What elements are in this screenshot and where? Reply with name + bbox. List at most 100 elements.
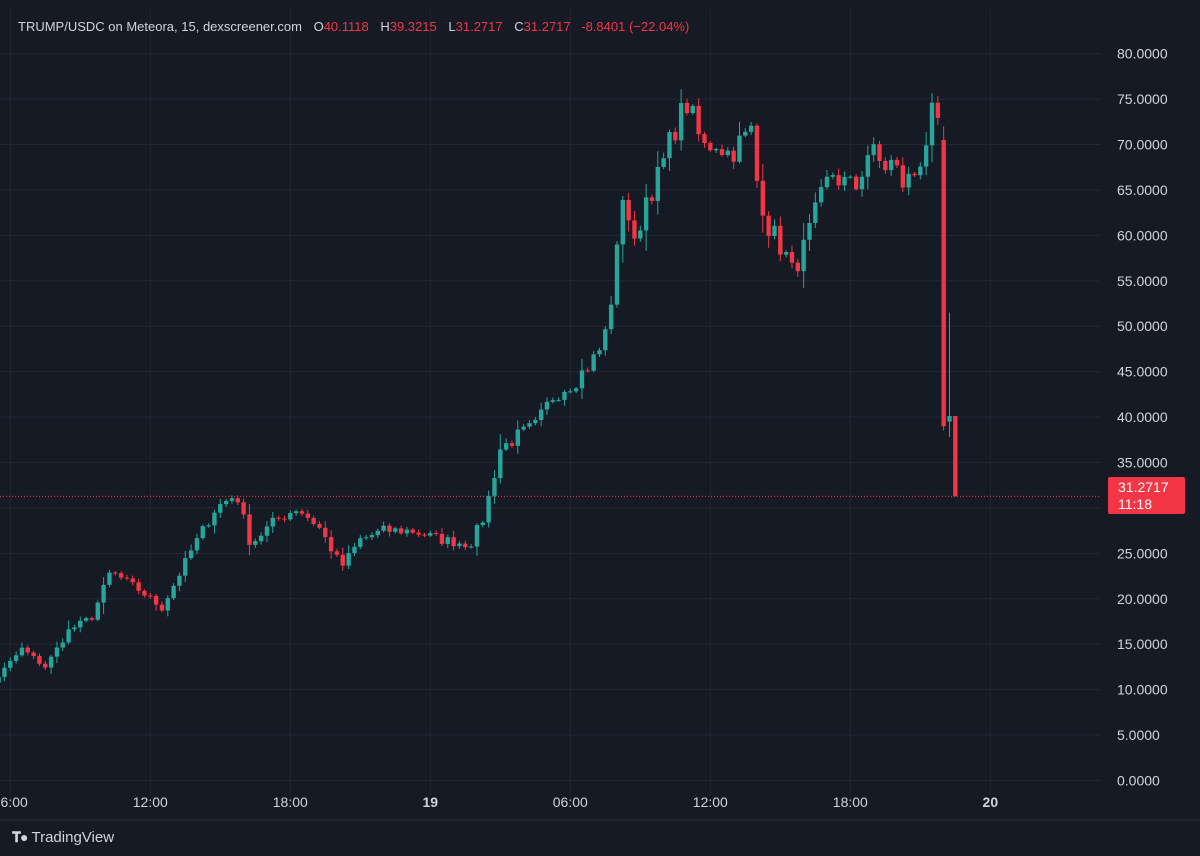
candle-body — [842, 176, 847, 186]
close-value: 31.2717 — [523, 19, 571, 34]
candle-body — [947, 416, 952, 422]
candle-body — [923, 145, 929, 167]
candle-body — [760, 180, 766, 216]
low-value: 31.2717 — [455, 19, 503, 34]
candle-body — [0, 676, 1, 683]
candle-body — [603, 329, 608, 351]
candle-body — [165, 598, 170, 611]
candle-body — [369, 535, 375, 538]
candle-body — [113, 572, 118, 574]
candle-body — [2, 667, 7, 677]
candle-body — [579, 370, 585, 389]
candle-body — [43, 663, 48, 668]
candle-body — [72, 627, 77, 630]
candle-body — [533, 419, 538, 424]
candle-body — [643, 197, 649, 231]
last-price-tag: 31.2717 11:18 — [1108, 477, 1185, 514]
candle-body — [801, 239, 806, 272]
candle-body — [766, 215, 771, 236]
candle-body — [247, 514, 252, 545]
candle-body — [608, 304, 614, 330]
chart-legend: TRUMP/USDC on Meteora, 15, dexscreener.c… — [18, 19, 689, 34]
candle-body — [492, 478, 497, 496]
candle-body — [941, 139, 946, 427]
candle-body — [585, 370, 590, 372]
symbol-label[interactable]: TRUMP/USDC on Meteora, 15, dexscreener.c… — [18, 19, 302, 34]
candle-body — [684, 102, 690, 114]
candle-body — [859, 176, 865, 190]
candle-body — [480, 522, 485, 526]
low-label: L — [448, 19, 456, 34]
price-tick-label: 35.0000 — [1117, 454, 1168, 470]
candle-body — [900, 165, 906, 188]
candle-body — [597, 350, 602, 355]
price-tick-label: 60.0000 — [1117, 227, 1168, 243]
price-tick-label: 80.0000 — [1117, 46, 1168, 62]
candle-body — [410, 529, 415, 533]
candle-body — [177, 575, 182, 586]
candle-body — [888, 159, 894, 171]
candle-body — [708, 143, 713, 151]
candle-body — [328, 537, 334, 552]
last-price-value: 31.2717 — [1118, 479, 1169, 495]
price-tick-label: 70.0000 — [1117, 136, 1168, 152]
candle-body — [626, 199, 631, 221]
candle-body — [334, 551, 340, 555]
candle-body — [778, 225, 783, 255]
price-tick-label: 40.0000 — [1117, 409, 1168, 425]
candle-body — [877, 144, 882, 162]
candle-body — [404, 529, 410, 534]
candle-body — [363, 537, 369, 539]
candle-body — [276, 517, 281, 519]
time-tick-label: 06:00 — [0, 794, 28, 810]
candle-body — [725, 150, 730, 156]
candle-body — [223, 500, 229, 505]
candle-body — [206, 525, 211, 527]
candle-body — [649, 197, 655, 201]
candle-body — [667, 132, 672, 159]
price-tick-label: 20.0000 — [1117, 591, 1168, 607]
candle-body — [562, 391, 567, 400]
time-tick-label: 18:00 — [833, 794, 868, 810]
candle-body — [352, 546, 357, 554]
candle-body — [83, 618, 89, 621]
candle-body — [818, 187, 824, 203]
time-axis[interactable]: 06:00 12:00 18:00 19 06:00 12:00 18:00 20 — [0, 794, 998, 810]
open-value: 40.1118 — [323, 19, 369, 34]
candle-body — [270, 517, 275, 527]
candle-body — [299, 511, 305, 514]
candle-body — [264, 526, 270, 536]
candle-body — [78, 620, 83, 628]
candle-body — [416, 532, 421, 535]
candle-body — [702, 134, 707, 144]
candle-body — [836, 175, 841, 186]
candle-body — [737, 135, 742, 162]
candle-body — [906, 173, 911, 188]
tradingview-branding[interactable]: 𝐓● TradingView — [12, 829, 114, 846]
candle-body — [527, 423, 532, 427]
candle-body — [661, 158, 666, 167]
candle-body — [673, 132, 678, 141]
candle-body — [31, 652, 36, 657]
brand-label: TradingView — [31, 829, 115, 846]
candle-body — [894, 159, 900, 166]
time-tick-label: 12:00 — [693, 794, 728, 810]
price-tick-label: 10.0000 — [1117, 682, 1168, 698]
price-axis[interactable]: 80.0000 75.0000 70.0000 65.0000 60.0000 55.00… — [1117, 46, 1168, 789]
candle-body — [101, 584, 106, 603]
candle-body — [568, 391, 573, 393]
candle-body — [743, 131, 748, 136]
candle-body — [521, 426, 526, 430]
candle-body — [293, 511, 299, 514]
candle-body — [678, 102, 684, 141]
price-tick-label: 50.0000 — [1117, 318, 1168, 334]
candle-body — [393, 528, 398, 532]
candle-body — [130, 578, 135, 583]
candle-body — [89, 618, 95, 620]
candle-body — [509, 443, 515, 446]
candle-body — [433, 532, 439, 534]
candle-body — [282, 518, 287, 520]
candle-body — [25, 647, 30, 653]
candle-body — [323, 527, 328, 538]
